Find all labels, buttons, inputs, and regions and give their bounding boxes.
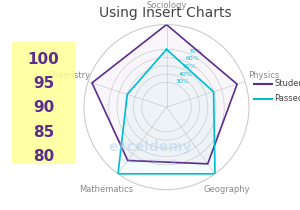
Text: Using Insert Charts: Using Insert Charts	[99, 6, 231, 20]
Text: 100: 100	[28, 51, 59, 67]
Text: Passed: Passed	[274, 94, 300, 103]
Text: EXCEL · DATA · BI: EXCEL · DATA · BI	[123, 159, 177, 164]
Text: 85: 85	[33, 125, 54, 140]
Text: 80: 80	[33, 149, 54, 164]
Text: 95: 95	[33, 76, 54, 91]
Text: Students: Students	[274, 80, 300, 88]
Text: 90: 90	[33, 100, 54, 115]
Text: exceldemy: exceldemy	[108, 140, 192, 154]
